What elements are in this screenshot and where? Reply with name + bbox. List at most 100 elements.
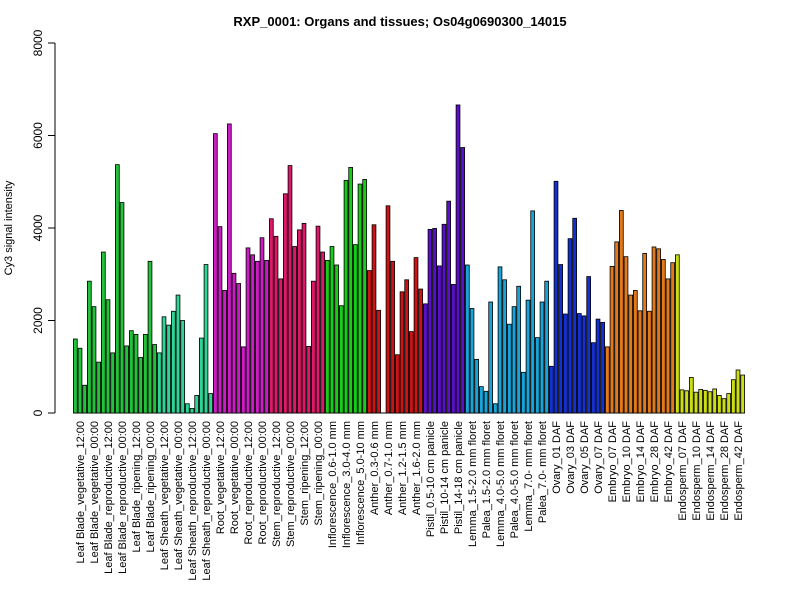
bar xyxy=(577,313,582,414)
bar xyxy=(651,246,657,414)
x-tick-label: Leaf Blade_vegetative_00:00 xyxy=(89,421,101,564)
bar xyxy=(539,301,545,414)
x-tick-label: Palea_1.5-2.0 mm floret xyxy=(481,421,493,538)
x-tick-label: Lemma_4.0-5.0 mm floret xyxy=(495,421,507,547)
bar xyxy=(278,278,283,414)
bar xyxy=(525,299,531,414)
bar xyxy=(437,265,442,414)
bar xyxy=(203,264,209,414)
bar xyxy=(446,200,451,414)
bar xyxy=(455,104,461,414)
bar xyxy=(264,259,269,414)
x-tick-label: Embryo_14 DAF xyxy=(635,421,647,503)
bar xyxy=(273,235,279,414)
x-tick-label: Ovary_05 DAF xyxy=(579,421,591,494)
bar xyxy=(642,253,647,414)
bar xyxy=(619,210,624,414)
bar xyxy=(110,352,115,414)
bar xyxy=(717,395,722,414)
bar xyxy=(194,395,199,414)
bar xyxy=(297,229,302,414)
x-tick-label: Inflorescence_5.0-10 mm xyxy=(355,421,367,545)
bar xyxy=(707,391,713,414)
x-tick-label: Pistil_0.5-10 cm panicle xyxy=(425,421,437,537)
bar xyxy=(353,244,358,414)
bar xyxy=(661,259,666,414)
bar xyxy=(530,210,535,414)
bar xyxy=(628,294,633,414)
x-tick-label: Pistil_14-18 cm panicle xyxy=(453,421,465,534)
bar xyxy=(157,352,162,414)
y-tick-label: 2000 xyxy=(31,307,45,334)
bar xyxy=(329,246,335,414)
x-tick-label: Endosperm_42 DAF xyxy=(733,421,745,521)
bar xyxy=(703,389,708,414)
bar xyxy=(572,217,577,414)
bar xyxy=(217,226,223,414)
bar xyxy=(623,256,629,414)
bar xyxy=(502,279,507,414)
x-tick-label: Palea_7.0- mm floret xyxy=(537,421,549,523)
bar xyxy=(348,167,353,414)
bar xyxy=(460,147,465,414)
x-tick-label: Embryo_42 DAF xyxy=(663,421,675,503)
bar xyxy=(563,313,568,414)
bar xyxy=(647,310,652,414)
bar xyxy=(236,283,241,414)
bar xyxy=(77,347,83,414)
bar xyxy=(231,272,237,414)
x-tick-label: Endosperm_07 DAF xyxy=(677,421,689,521)
bar xyxy=(404,279,409,414)
bar xyxy=(367,270,372,414)
bar xyxy=(87,280,92,414)
x-tick-labels: Leaf Blade_vegetative_12:00 Leaf Blade_ve… xyxy=(75,421,745,581)
bar xyxy=(451,284,456,414)
bar xyxy=(614,241,619,414)
bar xyxy=(586,276,591,414)
bar xyxy=(432,228,437,414)
bar xyxy=(385,205,391,414)
bar xyxy=(227,123,232,414)
bar xyxy=(427,228,433,414)
bar xyxy=(189,407,195,414)
bar xyxy=(689,376,694,414)
bar xyxy=(222,290,227,414)
bar xyxy=(581,315,587,414)
x-tick-label: Leaf Sheath_vegetative_00:00 xyxy=(173,421,185,570)
y-axis: 0 2000 4000 6000 8000 xyxy=(31,29,56,416)
bar xyxy=(147,260,153,414)
bar xyxy=(115,164,120,414)
bar xyxy=(413,257,419,414)
bar xyxy=(609,265,615,414)
y-tick-label: 6000 xyxy=(31,122,45,149)
bar xyxy=(409,331,414,414)
x-tick-label: Lemma_1.5-2.0 mm floret xyxy=(467,421,479,547)
bar xyxy=(726,393,731,414)
bar xyxy=(255,260,260,414)
bar xyxy=(665,278,671,414)
y-axis-label: Cy3 signal intensity xyxy=(3,180,15,275)
bar xyxy=(465,264,470,414)
x-tick-label: Leaf Blade_reproductive_00:00 xyxy=(117,421,129,574)
bar xyxy=(399,291,405,414)
bar xyxy=(180,320,185,414)
bar xyxy=(497,266,503,414)
bar xyxy=(544,280,549,414)
bar xyxy=(516,285,521,414)
bar xyxy=(558,264,563,414)
bar xyxy=(96,361,101,414)
bar xyxy=(269,218,274,414)
bar xyxy=(441,223,447,414)
bar xyxy=(488,301,493,414)
bar xyxy=(119,202,125,414)
x-tick-label: Ovary_07 DAF xyxy=(593,421,605,494)
x-tick-label: Stem_ripening_12:00 xyxy=(299,421,311,526)
bar xyxy=(511,306,517,414)
bar xyxy=(637,310,643,414)
x-tick-label: Pistil_10-14 cm panicle xyxy=(439,421,451,534)
x-tick-label: Leaf Sheath_vegetative_12:00 xyxy=(159,421,171,570)
bar xyxy=(161,316,167,414)
bar xyxy=(469,308,475,414)
bar xyxy=(105,299,111,414)
bar xyxy=(152,344,157,414)
